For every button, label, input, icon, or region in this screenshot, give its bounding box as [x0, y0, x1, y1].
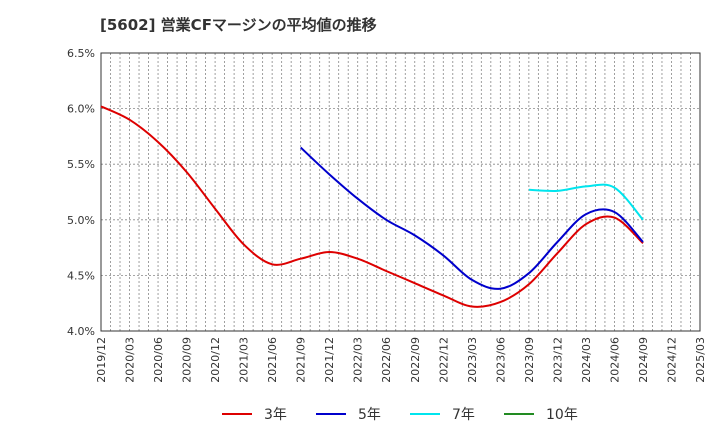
x-tick-label: 2021/06: [266, 337, 279, 383]
y-tick-label: 6.5%: [67, 47, 95, 60]
x-tick-label: 2024/12: [665, 337, 678, 383]
x-tick-label: 2023/03: [466, 337, 479, 383]
x-tick-label: 2022/09: [409, 337, 422, 383]
y-tick-label: 5.5%: [67, 158, 95, 171]
x-tick-label: 2020/03: [124, 337, 137, 383]
x-tick-label: 2024/06: [608, 337, 621, 383]
x-tick-label: 2021/12: [323, 337, 336, 383]
x-tick-label: 2023/09: [523, 337, 536, 383]
x-tick-label: 2021/03: [238, 337, 251, 383]
x-tick-label: 2022/06: [380, 337, 393, 383]
legend-label-0: 3年: [264, 407, 287, 423]
plot-border: [100, 52, 701, 332]
y-tick-label: 4.5%: [67, 269, 95, 282]
x-tick-label: 2023/12: [551, 337, 564, 383]
x-tick-label: 2023/06: [494, 337, 507, 383]
y-tick-label: 4.0%: [67, 325, 95, 338]
y-tick-label: 6.0%: [67, 103, 95, 116]
chart-title: [5602] 営業CFマージンの平均値の推移: [100, 16, 377, 34]
y-tick-label: 5.0%: [67, 214, 95, 227]
x-tick-label: 2024/09: [637, 337, 650, 383]
legend-label-3: 10年: [546, 407, 578, 423]
series-line-0: [100, 105, 644, 308]
x-tick-label: 2020/06: [152, 337, 165, 383]
x-tick-label: 2022/03: [352, 337, 365, 383]
x-tick-label: 2019/12: [95, 337, 108, 383]
x-tick-label: 2020/12: [209, 337, 222, 383]
x-tick-label: 2025/03: [694, 337, 707, 383]
legend-label-2: 7年: [452, 407, 475, 423]
x-tick-label: 2020/09: [181, 337, 194, 383]
series-line-2: [528, 183, 644, 221]
series-line-1: [300, 146, 644, 290]
x-tick-label: 2024/03: [580, 337, 593, 383]
x-tick-label: 2021/09: [295, 337, 308, 383]
x-tick-label: 2022/12: [437, 337, 450, 383]
legend-label-1: 5年: [358, 407, 381, 423]
